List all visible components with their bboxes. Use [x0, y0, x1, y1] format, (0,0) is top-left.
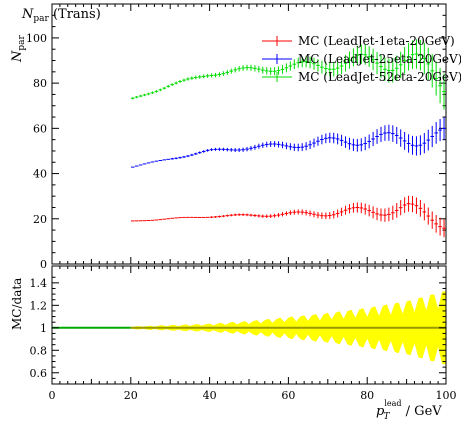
x-tick-label: 0 — [49, 389, 56, 402]
main-y-tick-label: 0 — [40, 258, 47, 271]
ratio-y-tick-label: 0.6 — [30, 367, 48, 380]
ratio-y-tick-label: 0.8 — [30, 344, 48, 357]
legend-label: MC (LeadJet-25eta-20GeV) — [298, 52, 461, 66]
main-y-tick-label: 80 — [33, 77, 47, 90]
x-axis-label: plead T / GeV — [376, 399, 442, 422]
x-tick-label: 80 — [360, 389, 374, 402]
main-y-tick-label: 20 — [33, 213, 47, 226]
x-tick-label: 40 — [203, 389, 217, 402]
x-tick-label: 60 — [281, 389, 295, 402]
series-1 — [130, 195, 446, 238]
main-y-tick-label: 40 — [33, 168, 47, 181]
x-tick-label: 20 — [124, 389, 138, 402]
ratio-panel: 0.6 0.8 1 1.2 1.4 0 20 40 60 80 100 — [30, 265, 457, 402]
ratio-y-tick-label: 1.4 — [30, 277, 48, 290]
ratio-y-tick-label: 1.2 — [30, 299, 48, 312]
chart-title: Npar (Trans) — [21, 7, 101, 24]
legend: MC (LeadJet-1eta-20GeV) MC (LeadJet-25eta… — [262, 34, 461, 84]
legend-label: MC (LeadJet-1eta-20GeV) — [298, 34, 455, 48]
main-y-axis-label: Npar — [10, 34, 27, 63]
series-3 — [130, 39, 446, 110]
ratio-y-tick-label: 1 — [40, 322, 47, 335]
main-y-tick-label: 60 — [33, 122, 47, 135]
ratio-y-axis-label: MC/data — [10, 278, 24, 330]
series-2 — [130, 117, 446, 168]
legend-label: MC (LeadJet-52eta-20GeV) — [298, 70, 461, 84]
main-y-tick-label: 100 — [26, 32, 47, 45]
x-tick-label: 100 — [436, 389, 457, 402]
